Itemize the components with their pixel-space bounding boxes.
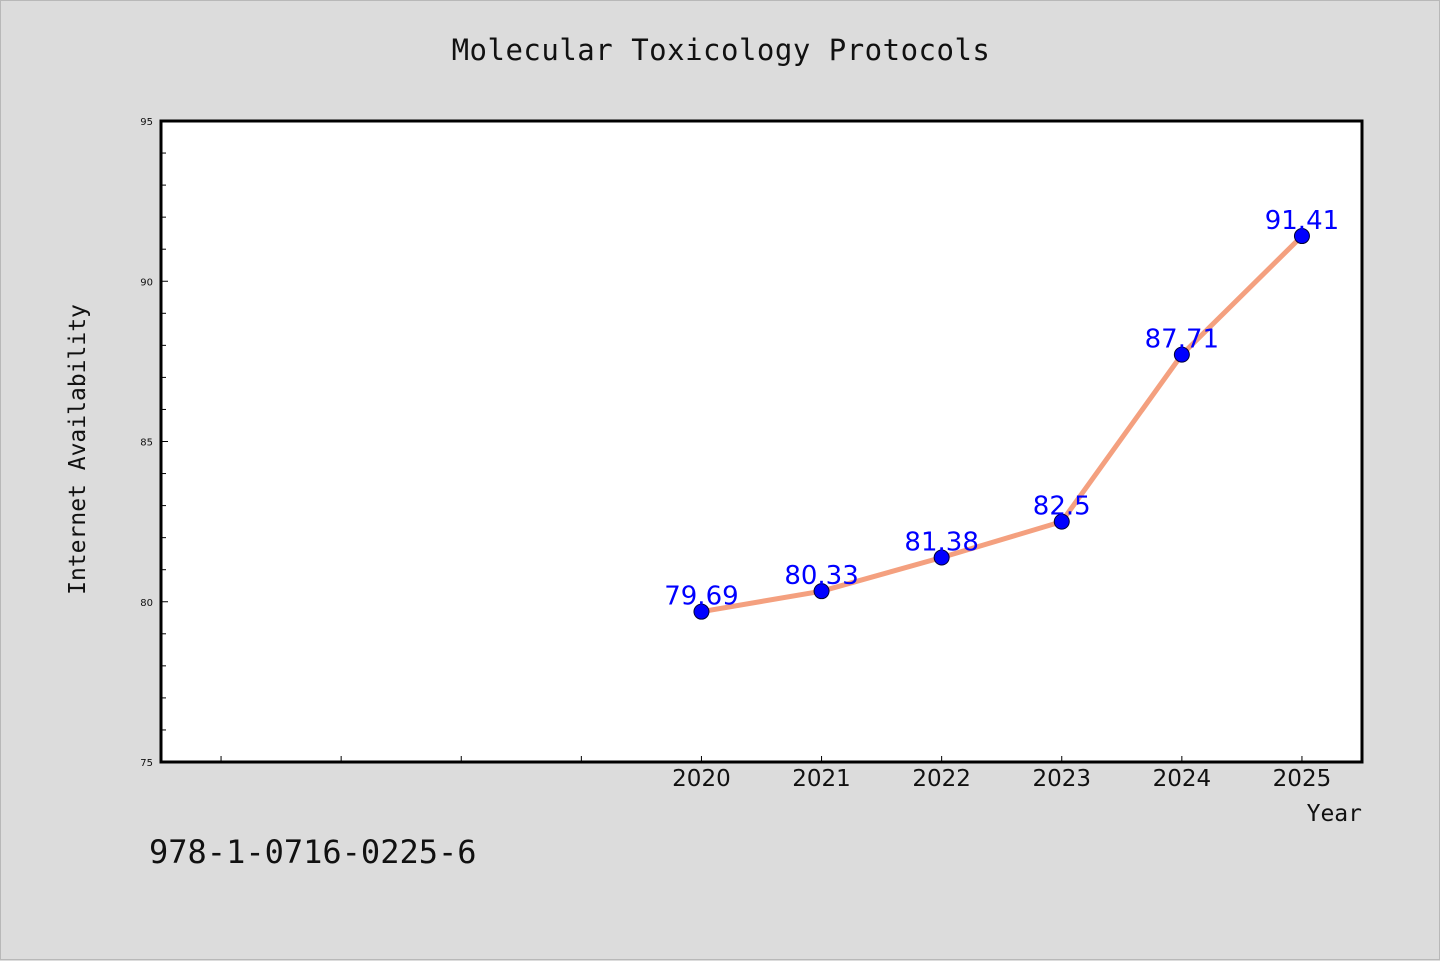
data-point bbox=[933, 549, 950, 566]
plot-area bbox=[159, 119, 1364, 764]
y-tick-label: 95 bbox=[140, 117, 153, 128]
series-line bbox=[698, 233, 1305, 615]
x-tick-label: 2023 bbox=[1032, 766, 1091, 792]
isbn-text: 978-1-0716-0225-6 bbox=[149, 833, 477, 871]
y-tick-label: 85 bbox=[140, 438, 153, 449]
y-axis-label: Internet Availability bbox=[65, 304, 91, 595]
data-point bbox=[1173, 346, 1190, 363]
x-tick-label: 2024 bbox=[1153, 766, 1212, 792]
x-axis-label: Year bbox=[1307, 801, 1362, 827]
x-tick-label: 2020 bbox=[672, 766, 731, 792]
data-label: 91.41 bbox=[1265, 206, 1339, 236]
x-tick-label: 2022 bbox=[912, 766, 971, 792]
data-point bbox=[693, 603, 710, 620]
data-point bbox=[1053, 513, 1070, 530]
y-tick-label: 75 bbox=[140, 758, 153, 769]
y-tick-label: 80 bbox=[140, 598, 153, 609]
data-label: 81.38 bbox=[904, 528, 978, 558]
chart-title: Molecular Toxicology Protocols bbox=[451, 33, 991, 67]
x-tick-label: 2021 bbox=[792, 766, 851, 792]
data-label: 87.71 bbox=[1145, 325, 1219, 355]
x-tick-label: 2025 bbox=[1273, 766, 1332, 792]
data-label: 79.69 bbox=[664, 582, 738, 612]
data-point bbox=[1293, 228, 1310, 245]
data-point bbox=[813, 583, 830, 600]
y-tick-label: 90 bbox=[140, 277, 153, 288]
data-label: 80.33 bbox=[784, 561, 858, 591]
data-label: 82.5 bbox=[1033, 492, 1091, 522]
